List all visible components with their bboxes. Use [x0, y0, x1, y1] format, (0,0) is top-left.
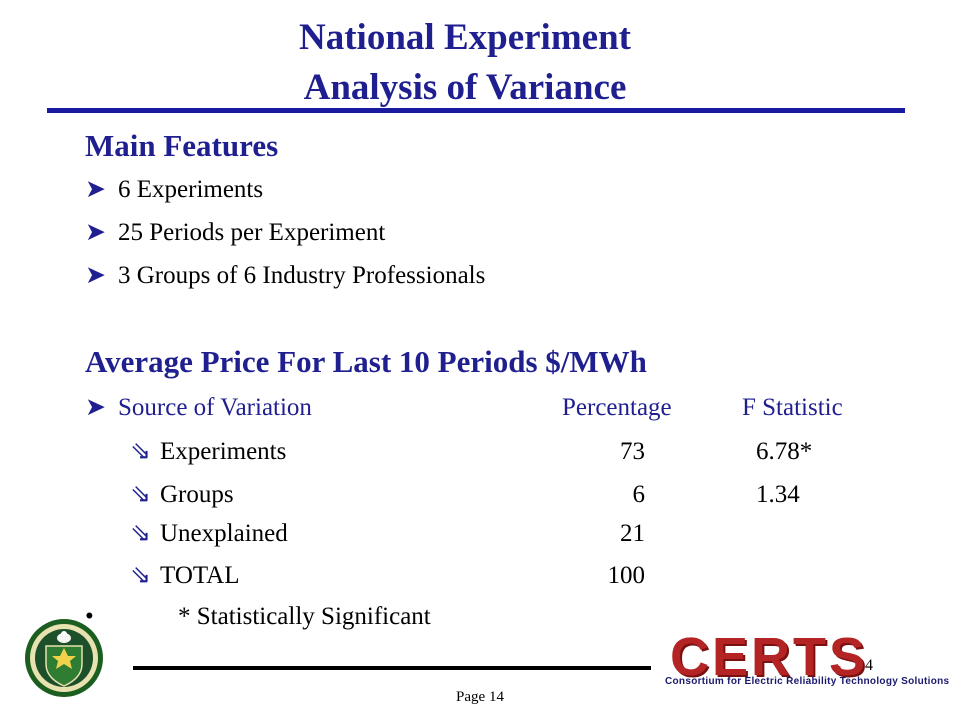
slide-title-line2: Analysis of Variance [303, 67, 627, 108]
feature-bullet: ➤ 6 Experiments [85, 176, 264, 203]
footer-divider [133, 666, 651, 670]
note-text: * Statistically Significant [178, 603, 431, 630]
slide-number: 14 [857, 657, 873, 674]
doe-seal-icon [25, 619, 103, 697]
header-percentage: Percentage [562, 394, 672, 421]
certs-logo: CERTS Consortium for Electric Reliabilit… [665, 627, 955, 692]
main-features-heading: Main Features [85, 128, 279, 163]
table-row: ⇘ Groups 6 1.34 [130, 480, 890, 512]
hollow-arrow-bullet-icon: ⇘ [130, 520, 151, 547]
avg-price-heading: Average Price For Last 10 Periods $/MWh [85, 344, 647, 379]
row-f-statistic: 1.34 [756, 481, 800, 508]
certs-logo-tagline: Consortium for Electric Reliability Tech… [665, 676, 950, 687]
table-row: ⇘ TOTAL 100 [130, 561, 890, 593]
feature-bullet: ➤ 25 Periods per Experiment [85, 219, 386, 246]
feature-bullet: ➤ 3 Groups of 6 Industry Professionals [85, 262, 486, 289]
certs-logo-text: CERTS [670, 627, 869, 687]
table-row: ⇘ Unexplained 21 [130, 519, 890, 551]
hollow-arrow-bullet-icon: ⇘ [130, 481, 151, 508]
row-f-statistic: 6.78* [756, 438, 813, 465]
page-label: Page 14 [456, 689, 504, 705]
table-row: ⇘ Experiments 73 6.78* [130, 437, 890, 469]
arrow-bullet-icon: ➤ [85, 394, 106, 421]
row-percentage: 21 [620, 520, 645, 547]
title-divider [47, 108, 905, 113]
arrow-bullet-icon: ➤ [85, 262, 106, 289]
variance-table-header: ➤ Source of Variation Percentage F Stati… [85, 393, 885, 425]
slide-title-line1: National Experiment [299, 17, 631, 58]
hollow-arrow-bullet-icon: ⇘ [130, 438, 151, 465]
row-percentage: 6 [632, 481, 646, 508]
row-percentage: 73 [620, 438, 645, 465]
header-source: Source of Variation [118, 394, 312, 421]
arrow-bullet-icon: ➤ [85, 219, 106, 246]
dot-bullet-icon: • [85, 603, 94, 630]
hollow-arrow-bullet-icon: ⇘ [130, 562, 151, 589]
row-label: Experiments [160, 438, 287, 465]
header-f-statistic: F Statistic [742, 394, 843, 421]
row-label: Groups [160, 481, 234, 508]
row-label: Unexplained [160, 520, 288, 547]
row-label: TOTAL [160, 562, 240, 589]
arrow-bullet-icon: ➤ [85, 176, 106, 203]
row-percentage: 100 [607, 562, 646, 589]
